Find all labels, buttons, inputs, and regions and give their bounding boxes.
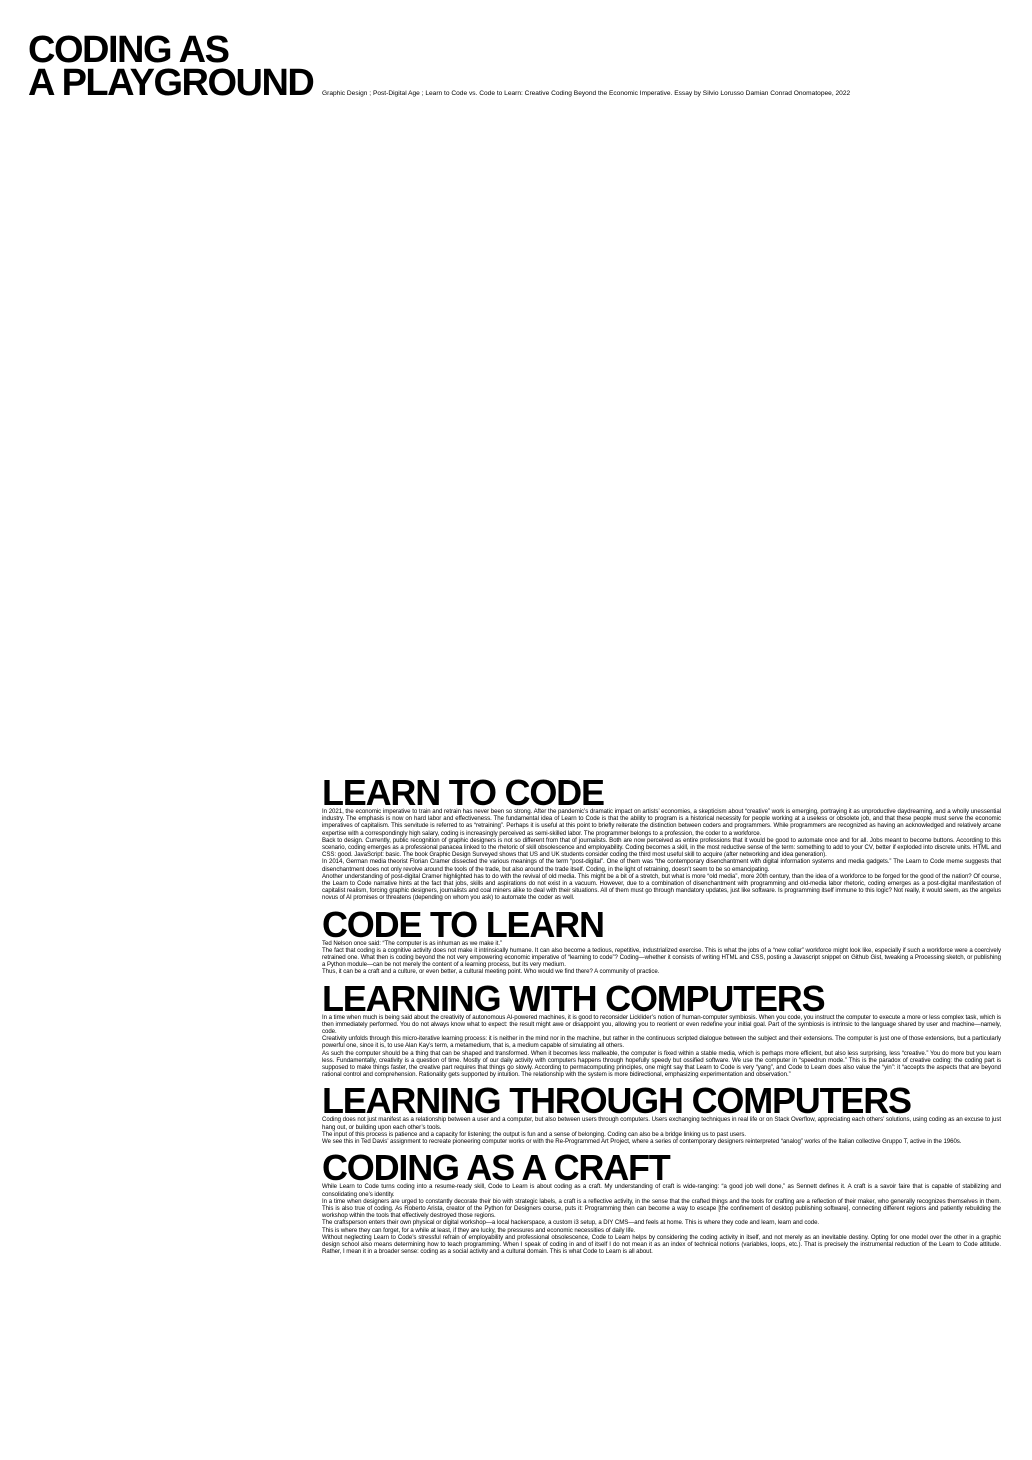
section-heading: CODING AS A CRAFT: [322, 1147, 671, 1189]
section-code-to-learn: CODE TO LEARN Ted Nelson once said: “The…: [322, 903, 1001, 976]
paragraph: Without neglecting Learn to Code’s stres…: [322, 1233, 1001, 1256]
section-heading: LEARN TO CODE: [322, 772, 605, 813]
paragraph: In a time when much is being said about …: [322, 1013, 1001, 1036]
paragraph: Coding does not just manifest as a relat…: [322, 1116, 1001, 1131]
section-heading: CODE TO LEARN: [322, 903, 605, 945]
paragraph: In 2021, the economic imperative to trai…: [322, 808, 1001, 837]
section-coding-as-a-craft: CODING AS A CRAFT While Learn to Code tu…: [322, 1147, 1001, 1256]
title-line-1: CODING AS: [28, 29, 230, 71]
paragraph: In 2014, German media theorist Florian C…: [322, 858, 1001, 873]
paragraph: Ted Nelson once said: “The computer is a…: [322, 939, 502, 947]
paragraph: In a time when designers are urged to co…: [322, 1197, 1001, 1220]
section-heading: LEARNING THROUGH COMPUTERS: [322, 1080, 912, 1122]
paragraph: Thus, it can be a craft and a culture, o…: [322, 968, 660, 976]
section-learning-with-computers: LEARNING WITH COMPUTERS In a time when m…: [322, 977, 1001, 1079]
paragraph: As such the computer should be a thing t…: [322, 1049, 1001, 1079]
paragraph: Back to design. Currently, public recogn…: [322, 836, 1001, 859]
section-learn-to-code: LEARN TO CODE In 2021, the economic impe…: [322, 772, 1001, 902]
paragraph: While Learn to Code turns coding into a …: [322, 1183, 1001, 1198]
subtitle: Graphic Design ; Post-Digital Age ; Lear…: [322, 90, 851, 97]
paragraph: Another understanding of post-digital Cr…: [322, 872, 1001, 902]
page-title: CODING AS A PLAYGROUND: [28, 29, 315, 104]
paragraph: The fact that coding is a cognitive acti…: [322, 946, 1001, 969]
paragraph: The input of this process is patience an…: [322, 1130, 747, 1138]
title-line-2: A PLAYGROUND: [28, 62, 315, 104]
essay-body: LEARN TO CODE In 2021, the economic impe…: [322, 772, 1001, 1263]
paragraph: Creativity unfolds through this micro-it…: [322, 1035, 1001, 1050]
paragraph: The craftsperson enters their own physic…: [322, 1219, 820, 1227]
paragraph: This is where they can forget, for a whi…: [322, 1226, 636, 1234]
section-learning-through-computers: LEARNING THROUGH COMPUTERS Coding does n…: [322, 1080, 1001, 1146]
section-heading: LEARNING WITH COMPUTERS: [322, 977, 826, 1019]
paragraph: We see this in Ted Davis’ assignment to …: [322, 1138, 962, 1146]
